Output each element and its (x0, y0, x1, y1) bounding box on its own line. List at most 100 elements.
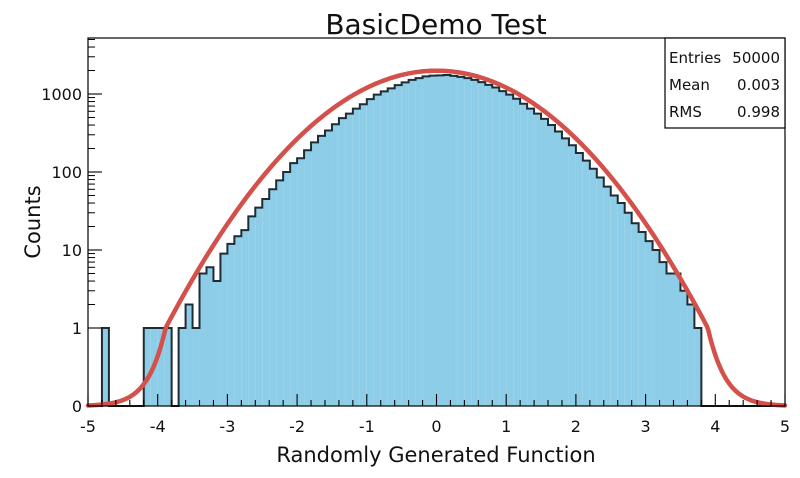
histogram-bar (206, 267, 214, 406)
histogram-bar (471, 79, 479, 407)
histogram-bar (415, 78, 423, 406)
stats-entries-value: 50000 (732, 49, 780, 67)
histogram-bar (408, 79, 416, 407)
x-tick-label: -5 (80, 417, 96, 436)
histogram-bar (422, 76, 430, 406)
histogram-outline (88, 74, 785, 407)
histogram-bar (568, 145, 576, 407)
histogram-bar (394, 85, 402, 406)
x-axis: -5 -4 -3 -2 -1 0 1 2 3 4 5 (80, 394, 790, 436)
histogram-bar (436, 75, 444, 406)
histogram-bar (666, 273, 674, 406)
x-tick-label: -1 (359, 417, 375, 436)
histogram-bar (443, 75, 451, 406)
histogram-bar (513, 98, 521, 406)
stats-mean-value: 0.003 (737, 76, 780, 94)
x-tick-label: -2 (289, 417, 305, 436)
histogram-bar (331, 124, 339, 407)
histogram-bar (652, 250, 660, 406)
histogram-bar (527, 108, 535, 406)
x-tick-label: 4 (710, 417, 720, 436)
histogram-bar (283, 172, 291, 406)
histogram-bar (659, 262, 667, 406)
histogram-bar (269, 189, 277, 406)
histogram-bar (680, 290, 688, 406)
x-tick-label: -4 (150, 417, 166, 436)
histogram-bar (276, 180, 284, 406)
chart-title: BasicDemo Test (325, 8, 546, 41)
histogram-bar (380, 91, 388, 406)
histogram-bar (450, 75, 458, 407)
histogram-bar (561, 138, 569, 406)
histogram-bar (366, 99, 374, 406)
histogram-bar (311, 142, 319, 407)
x-tick-label: 3 (641, 417, 651, 436)
histogram-bar (387, 88, 395, 407)
histogram-bar (101, 328, 109, 406)
histogram-bar (499, 91, 507, 406)
histogram-bar (694, 328, 702, 406)
y-tick-label: 0 (72, 397, 82, 416)
x-tick-label: 1 (501, 417, 511, 436)
histogram-bar (673, 273, 681, 406)
plot-area (85, 68, 788, 408)
histogram-bar (617, 203, 625, 406)
histogram-bar (255, 207, 263, 406)
y-tick-label: 1 (72, 319, 82, 338)
y-tick-label: 10 (62, 241, 82, 260)
histogram-bar (164, 328, 172, 406)
x-tick-label: 0 (431, 417, 441, 436)
x-tick-label: 5 (780, 417, 790, 436)
histogram-bar (262, 199, 270, 406)
histogram-bar (624, 212, 632, 406)
histogram-bar (429, 75, 437, 406)
stats-rms-value: 0.998 (737, 103, 780, 121)
histogram-bar (464, 78, 472, 406)
histogram-bar (548, 125, 555, 407)
histogram-bar (492, 87, 500, 407)
histogram-bar (178, 328, 186, 406)
histogram-bar (603, 186, 611, 406)
histogram-bar (345, 113, 353, 407)
histogram-bar (401, 82, 409, 407)
histogram-bar (596, 177, 604, 406)
x-tick-label: -3 (219, 417, 235, 436)
histogram-bar (192, 328, 200, 406)
histogram-bar (324, 130, 332, 406)
y-tick-label: 1000 (41, 85, 82, 104)
histogram-bar (589, 168, 597, 406)
histogram-bar (185, 304, 193, 406)
histogram-bar (220, 253, 228, 406)
histogram-bar (199, 273, 207, 406)
histogram-bar (534, 113, 542, 407)
x-axis-label: Randomly Generated Function (276, 443, 595, 467)
fit-curve (85, 68, 788, 408)
histogram-bar (359, 104, 367, 407)
histogram-bar (338, 118, 346, 406)
histogram-bar (352, 108, 360, 406)
histogram-bar (645, 241, 653, 406)
histogram-bar (687, 304, 695, 406)
histogram-bar (248, 216, 256, 406)
histogram-bar (631, 223, 639, 406)
histogram-bar (638, 232, 646, 406)
histogram-bar (554, 131, 562, 406)
y-axis-label: Counts (21, 185, 45, 258)
histogram-bar (575, 153, 583, 406)
histogram-bar (241, 230, 249, 406)
stats-entries-label: Entries (669, 49, 721, 67)
histogram-bar (457, 76, 465, 406)
histogram-bar (318, 135, 325, 406)
histogram-bar (304, 150, 312, 406)
histogram-bar (290, 163, 298, 406)
histogram-bar (373, 94, 381, 407)
histogram-bar (485, 84, 493, 406)
histogram-bar (610, 195, 618, 406)
y-tick-label: 100 (51, 163, 82, 182)
histogram-bar (520, 103, 528, 406)
x-tick-label: 2 (571, 417, 581, 436)
histogram-bar (541, 118, 549, 406)
histogram-bar (582, 160, 590, 406)
histogram-bar (157, 328, 165, 406)
